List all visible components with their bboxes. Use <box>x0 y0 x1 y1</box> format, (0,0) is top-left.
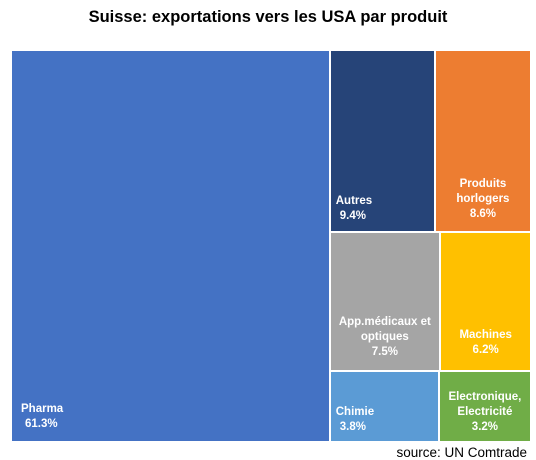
tile-value: 9.4% <box>339 210 366 223</box>
tile-name: App.médicaux et optiques <box>338 316 431 344</box>
tile-name: Pharma <box>21 403 64 415</box>
treemap-tile-app-medicaux-et-optiques: App.médicaux et optiques 7.5% <box>329 232 440 372</box>
treemap-tile-machines: Machines 6.2% <box>439 232 531 372</box>
chart-title: Suisse: exportations vers les USA par pr… <box>88 8 448 26</box>
tile-label: App.médicaux et optiques 7.5% <box>339 315 431 360</box>
tile-name: Machines <box>459 329 512 342</box>
tile-label: Machines 6.2% <box>459 328 511 358</box>
tile-label: Autres 9.4% <box>336 194 372 224</box>
tile-name: Autres <box>335 195 373 208</box>
tile-value: 3.2% <box>471 420 499 433</box>
tile-name: Chimie <box>335 405 375 418</box>
treemap-tile-pharma: Pharma 61.3% <box>11 50 330 442</box>
tile-value: 3.8% <box>339 420 366 433</box>
tile-name: Produits horlogers <box>456 178 510 206</box>
tile-value: 6.2% <box>472 344 499 357</box>
tile-value: 7.5% <box>371 346 398 359</box>
tile-label: Electronique, Electricité 3.2% <box>448 390 521 435</box>
treemap-tile-produits-horlogers: Produits horlogers 8.6% <box>434 50 531 233</box>
treemap-tile-chimie: Chimie 3.8% <box>329 371 439 442</box>
tile-value: 8.6% <box>469 208 497 221</box>
tile-label: Chimie 3.8% <box>336 405 374 435</box>
treemap-tile-autres: Autres 9.4% <box>329 50 435 233</box>
treemap-tile-electronique-electricite: Electronique, Electricité 3.2% <box>439 371 531 442</box>
source-note: source: UN Comtrade <box>396 445 527 460</box>
tile-name: Electronique, Electricité <box>448 390 522 418</box>
tile-label: Pharma 61.3% <box>21 402 63 432</box>
tile-value: 61.3% <box>25 418 58 430</box>
tile-label: Produits horlogers 8.6% <box>456 177 509 222</box>
